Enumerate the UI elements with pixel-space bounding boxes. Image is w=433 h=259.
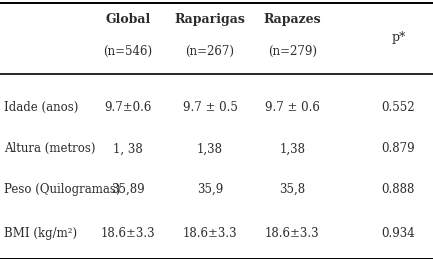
Text: 9.7 ± 0.6: 9.7 ± 0.6: [265, 101, 320, 114]
Text: 1,38: 1,38: [197, 142, 223, 155]
Text: Altura (metros): Altura (metros): [4, 142, 96, 155]
Text: Raparigas: Raparigas: [174, 13, 246, 26]
Text: 35,9: 35,9: [197, 183, 223, 196]
Text: 9.7 ± 0.5: 9.7 ± 0.5: [183, 101, 237, 114]
Text: 9.7±0.6: 9.7±0.6: [104, 101, 152, 114]
Text: 18.6±3.3: 18.6±3.3: [183, 227, 237, 240]
Text: 0.888: 0.888: [381, 183, 415, 196]
Text: 0.552: 0.552: [381, 101, 415, 114]
Text: Idade (anos): Idade (anos): [4, 101, 79, 114]
Text: 0.879: 0.879: [381, 142, 415, 155]
Text: 1,38: 1,38: [279, 142, 305, 155]
Text: BMI (kg/m²): BMI (kg/m²): [4, 227, 78, 240]
Text: 35,89: 35,89: [111, 183, 145, 196]
Text: 0.934: 0.934: [381, 227, 415, 240]
Text: (n=267): (n=267): [185, 45, 235, 58]
Text: Global: Global: [105, 13, 150, 26]
Text: 18.6±3.3: 18.6±3.3: [100, 227, 155, 240]
Text: 18.6±3.3: 18.6±3.3: [265, 227, 320, 240]
Text: 35,8: 35,8: [279, 183, 305, 196]
Text: Rapazes: Rapazes: [263, 13, 321, 26]
Text: p*: p*: [391, 31, 406, 44]
Text: (n=546): (n=546): [103, 45, 152, 58]
Text: 1, 38: 1, 38: [113, 142, 142, 155]
Text: Peso (Quilogramas): Peso (Quilogramas): [4, 183, 121, 196]
Text: (n=279): (n=279): [268, 45, 317, 58]
